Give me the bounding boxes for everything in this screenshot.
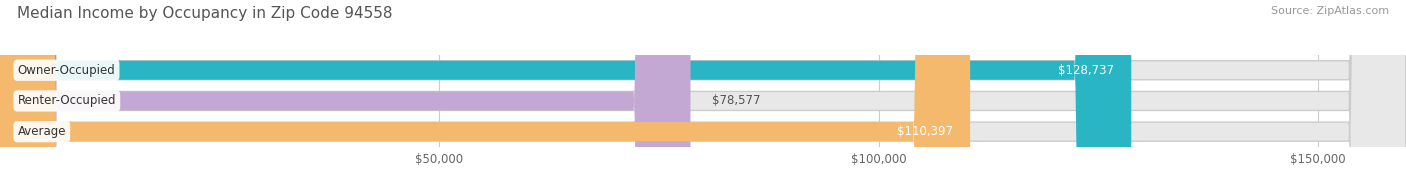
Text: Source: ZipAtlas.com: Source: ZipAtlas.com [1271, 6, 1389, 16]
Text: $128,737: $128,737 [1057, 64, 1114, 77]
FancyBboxPatch shape [0, 0, 690, 196]
Text: Average: Average [17, 125, 66, 138]
Text: Renter-Occupied: Renter-Occupied [17, 94, 117, 107]
Text: Median Income by Occupancy in Zip Code 94558: Median Income by Occupancy in Zip Code 9… [17, 6, 392, 21]
Text: Owner-Occupied: Owner-Occupied [17, 64, 115, 77]
Text: $78,577: $78,577 [713, 94, 761, 107]
Text: $110,397: $110,397 [897, 125, 952, 138]
FancyBboxPatch shape [0, 0, 1132, 196]
FancyBboxPatch shape [0, 0, 970, 196]
